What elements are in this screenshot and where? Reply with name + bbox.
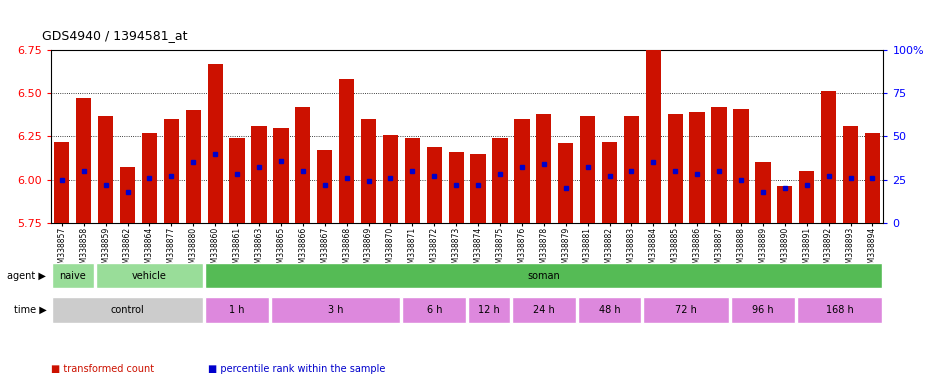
Bar: [142, 133, 157, 223]
Bar: [865, 133, 880, 223]
Text: agent ▶: agent ▶: [7, 270, 46, 281]
Bar: [820, 91, 836, 223]
Bar: [295, 107, 311, 223]
Bar: [164, 119, 179, 223]
Bar: [580, 116, 596, 223]
Bar: [471, 154, 486, 223]
Bar: [536, 114, 551, 223]
Bar: [426, 147, 442, 223]
Bar: [273, 128, 289, 223]
Bar: [843, 126, 858, 223]
Bar: [558, 143, 574, 223]
Bar: [796, 297, 882, 323]
Bar: [734, 109, 748, 223]
Bar: [52, 263, 93, 288]
Bar: [644, 297, 729, 323]
Text: naive: naive: [59, 270, 86, 281]
Bar: [229, 138, 245, 223]
Bar: [689, 112, 705, 223]
Text: ■ percentile rank within the sample: ■ percentile rank within the sample: [208, 364, 386, 374]
Bar: [711, 107, 727, 223]
Bar: [512, 297, 575, 323]
Text: 24 h: 24 h: [533, 305, 555, 315]
Bar: [755, 162, 771, 223]
Text: 48 h: 48 h: [598, 305, 621, 315]
Text: 6 h: 6 h: [426, 305, 442, 315]
Bar: [96, 263, 204, 288]
Text: 1 h: 1 h: [229, 305, 245, 315]
Bar: [252, 126, 266, 223]
Bar: [55, 142, 69, 223]
Bar: [98, 116, 113, 223]
Bar: [205, 263, 882, 288]
Bar: [207, 64, 223, 223]
Bar: [402, 297, 466, 323]
Text: ■ transformed count: ■ transformed count: [51, 364, 154, 374]
Bar: [578, 297, 641, 323]
Text: time ▶: time ▶: [14, 305, 46, 315]
Bar: [52, 297, 204, 323]
Text: 3 h: 3 h: [328, 305, 343, 315]
Text: soman: soman: [527, 270, 561, 281]
Bar: [514, 119, 529, 223]
Bar: [205, 297, 269, 323]
Text: 72 h: 72 h: [675, 305, 697, 315]
Bar: [602, 142, 617, 223]
Bar: [646, 50, 661, 223]
Text: control: control: [111, 305, 144, 315]
Text: GDS4940 / 1394581_at: GDS4940 / 1394581_at: [42, 29, 187, 42]
Bar: [271, 297, 401, 323]
Text: 96 h: 96 h: [752, 305, 773, 315]
Text: 12 h: 12 h: [478, 305, 500, 315]
Bar: [339, 79, 354, 223]
Bar: [468, 297, 510, 323]
Bar: [120, 167, 135, 223]
Text: vehicle: vehicle: [132, 270, 166, 281]
Bar: [623, 116, 639, 223]
Bar: [777, 187, 793, 223]
Bar: [383, 135, 398, 223]
Bar: [668, 114, 683, 223]
Bar: [404, 138, 420, 223]
Bar: [361, 119, 376, 223]
Bar: [449, 152, 463, 223]
Bar: [799, 171, 814, 223]
Bar: [186, 111, 201, 223]
Bar: [317, 150, 332, 223]
Bar: [492, 138, 508, 223]
Bar: [76, 98, 92, 223]
Text: 168 h: 168 h: [826, 305, 854, 315]
Bar: [731, 297, 795, 323]
